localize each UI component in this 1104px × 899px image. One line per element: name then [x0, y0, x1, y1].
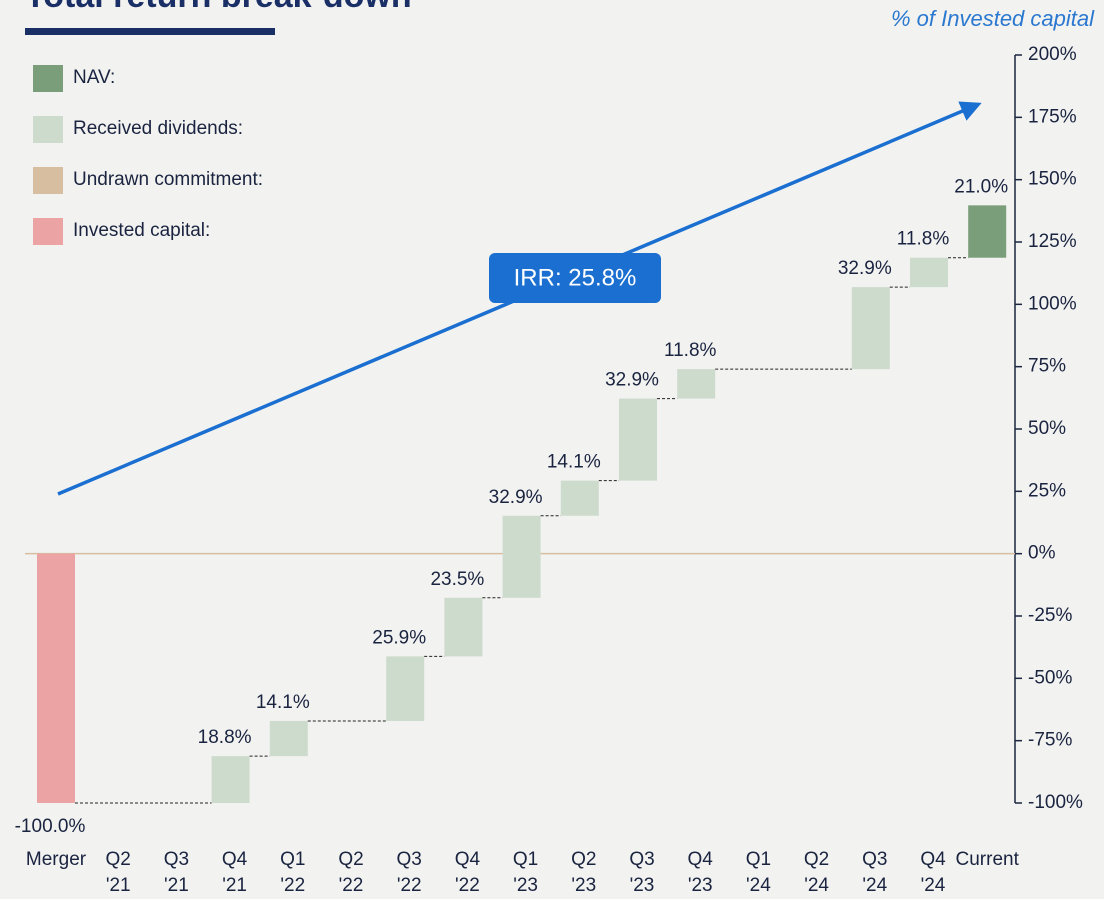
y-axis-label: % of Invested capital: [891, 6, 1095, 31]
bar: [386, 656, 425, 721]
x-tick-label: '23: [571, 875, 596, 896]
bar: [269, 720, 308, 757]
x-tick-label: '24: [804, 875, 829, 896]
irr-box: [489, 253, 661, 303]
x-tick-label: '22: [339, 875, 364, 896]
bar: [444, 597, 483, 657]
legend-label: Received dividends:: [73, 118, 243, 139]
y-tick-label: 175%: [1028, 106, 1077, 127]
y-tick-label: 150%: [1028, 169, 1077, 190]
x-tick-label: Q1: [513, 849, 538, 870]
x-tick-label: Q4: [688, 849, 714, 870]
x-tick-label: '22: [397, 875, 422, 896]
x-tick-label: Current: [956, 849, 1020, 870]
y-tick-label: 100%: [1028, 293, 1077, 314]
value-label: 14.1%: [547, 452, 601, 473]
x-tick-label: '24: [746, 875, 771, 896]
bar: [677, 369, 716, 399]
legend-swatch: [33, 218, 63, 245]
value-label: 32.9%: [489, 487, 543, 508]
x-tick-label: Q2: [804, 849, 829, 870]
value-label: 18.8%: [198, 727, 252, 748]
x-tick-label: Q4: [920, 849, 946, 870]
x-tick-label: Q3: [397, 849, 422, 870]
y-tick-label: 25%: [1028, 480, 1066, 501]
y-tick-label: -75%: [1028, 730, 1072, 751]
legend-label: Invested capital:: [73, 220, 210, 241]
title-underline: [25, 28, 275, 35]
y-tick-label: 50%: [1028, 418, 1066, 439]
value-label: 11.8%: [897, 229, 950, 250]
y-tick-label: -50%: [1028, 667, 1072, 688]
x-tick-label: '22: [280, 875, 305, 896]
x-tick-label: '23: [630, 875, 655, 896]
value-label: 32.9%: [838, 258, 892, 279]
legend-swatch: [33, 167, 63, 194]
y-tick-label: -100%: [1028, 792, 1083, 813]
y-tick-label: 0%: [1028, 543, 1056, 564]
value-label: 11.8%: [664, 340, 717, 361]
x-tick-label: Q4: [222, 849, 248, 870]
legend-label: NAV:: [73, 67, 115, 88]
value-label: -100.0%: [15, 816, 86, 837]
x-tick-label: '24: [862, 875, 887, 896]
x-tick-label: '23: [513, 875, 538, 896]
x-tick-label: '22: [455, 875, 480, 896]
bar: [502, 515, 541, 598]
legend-label: Undrawn commitment:: [73, 169, 263, 190]
x-tick-label: '21: [164, 875, 189, 896]
x-tick-label: Q3: [629, 849, 654, 870]
bar: [851, 287, 890, 370]
bar: [910, 257, 948, 288]
value-label: 25.9%: [372, 627, 426, 648]
bar: [619, 398, 657, 481]
x-tick-label: '24: [921, 875, 946, 896]
legend-swatch: [33, 65, 63, 92]
x-tick-label: '21: [106, 875, 131, 896]
x-tick-label: Q4: [455, 849, 481, 870]
chart-title: Total return break-down: [25, 0, 412, 15]
y-tick-label: 200%: [1028, 44, 1077, 65]
x-tick-label: Merger: [26, 849, 87, 870]
x-tick-label: Q2: [338, 849, 363, 870]
value-label: 32.9%: [605, 370, 659, 391]
bar: [37, 553, 75, 803]
bar: [211, 756, 250, 803]
y-tick-label: 75%: [1028, 356, 1066, 377]
x-tick-label: Q1: [746, 849, 771, 870]
bar: [968, 205, 1007, 258]
x-tick-label: '21: [222, 875, 247, 896]
x-tick-label: Q3: [862, 849, 887, 870]
irr-label: IRR: 25.8%: [514, 264, 637, 291]
bar: [560, 480, 599, 516]
y-tick-label: 125%: [1028, 231, 1077, 252]
x-tick-label: Q3: [164, 849, 189, 870]
x-tick-label: Q2: [571, 849, 596, 870]
value-label: 23.5%: [430, 569, 484, 590]
value-label: 14.1%: [256, 692, 310, 713]
x-tick-label: '23: [688, 875, 713, 896]
x-tick-label: Q2: [106, 849, 131, 870]
legend-swatch: [33, 116, 63, 143]
value-label: 21.0%: [954, 176, 1008, 197]
y-tick-label: -25%: [1028, 605, 1072, 626]
x-tick-label: Q1: [280, 849, 305, 870]
